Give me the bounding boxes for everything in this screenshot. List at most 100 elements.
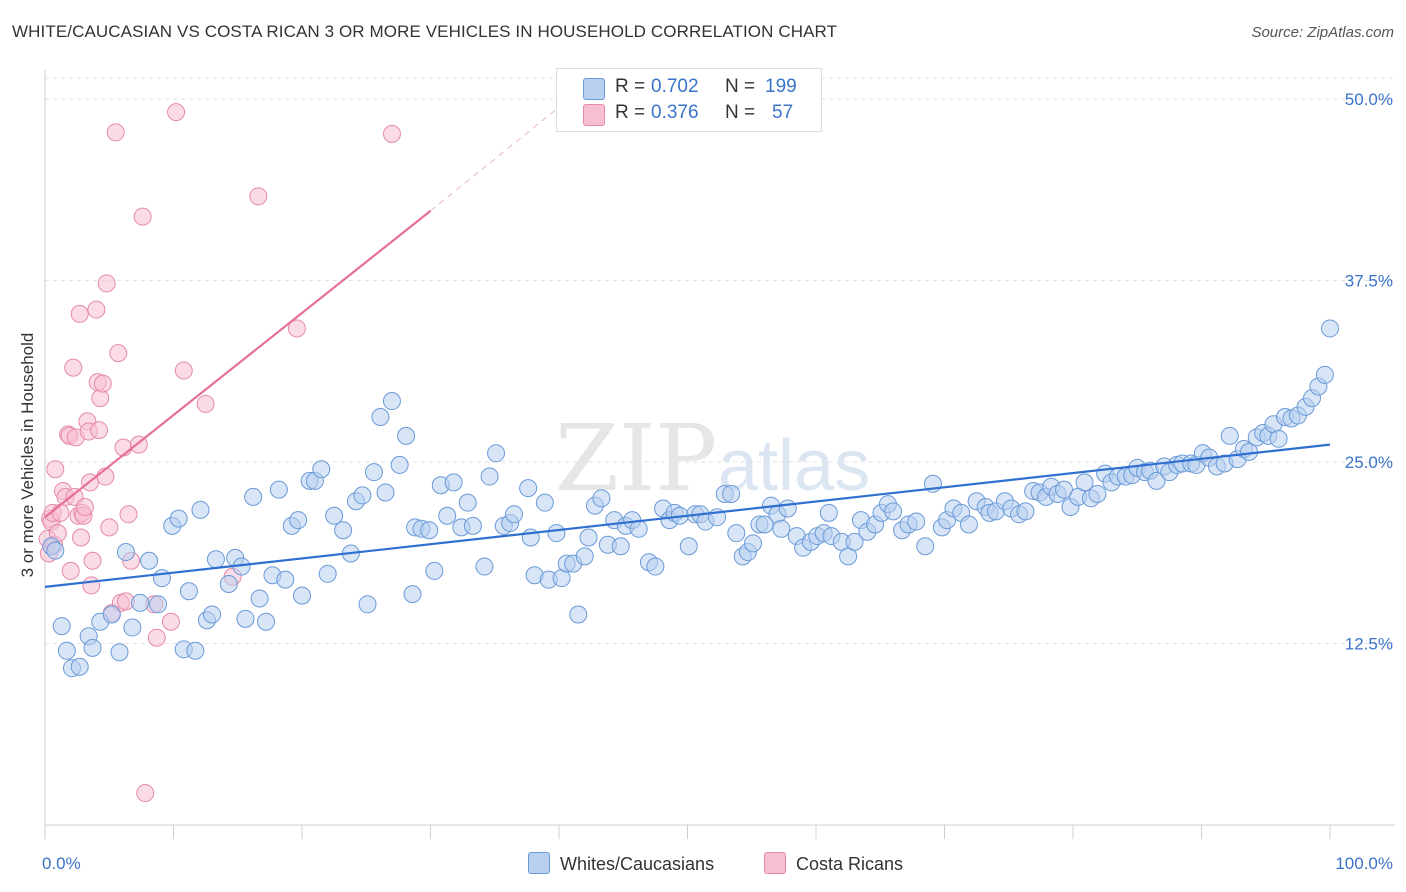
data-point-white bbox=[289, 511, 308, 530]
data-point-costa-rican bbox=[83, 551, 102, 570]
legend-swatch-costa-ricans bbox=[583, 104, 605, 126]
data-point-white bbox=[1147, 471, 1166, 490]
data-point-white bbox=[611, 537, 630, 556]
data-point-white bbox=[52, 617, 71, 636]
data-point-white bbox=[444, 473, 463, 492]
data-point-white bbox=[884, 502, 903, 521]
data-point-white bbox=[519, 479, 538, 498]
data-point-white bbox=[236, 609, 255, 628]
tick-labels: 12.5% 25.0% 37.5% 50.0% 0.0% 100.0% bbox=[42, 90, 1393, 873]
data-point-costa-rican bbox=[167, 103, 186, 122]
data-point-costa-rican bbox=[382, 124, 401, 143]
data-point-white bbox=[755, 515, 774, 534]
data-point-white bbox=[403, 585, 422, 604]
data-point-costa-rican bbox=[196, 394, 215, 413]
data-point-costa-rican bbox=[100, 518, 119, 537]
y-tick-label: 12.5% bbox=[1345, 635, 1393, 654]
data-point-costa-rican bbox=[174, 361, 193, 380]
legend-swatch-whites bbox=[583, 78, 605, 100]
data-point-white bbox=[772, 519, 791, 538]
legend-r-value: 0.702 bbox=[651, 76, 699, 97]
data-point-white bbox=[364, 463, 383, 482]
data-point-white bbox=[169, 509, 188, 528]
data-point-white bbox=[83, 638, 102, 657]
data-point-white bbox=[244, 487, 263, 506]
axes bbox=[44, 70, 1395, 839]
legend-n-label: N = bbox=[725, 76, 756, 97]
data-point-white bbox=[191, 500, 210, 519]
legend-box: R = 0.702 N = 199 R = 0.376 N = 57 bbox=[556, 68, 822, 132]
data-point-costa-rican bbox=[109, 344, 128, 363]
trend-line-costa-ricans bbox=[44, 209, 432, 519]
data-point-white bbox=[186, 641, 205, 660]
watermark-zip: ZIP bbox=[555, 405, 717, 512]
data-point-white bbox=[123, 618, 142, 637]
y-tick-label: 25.0% bbox=[1345, 453, 1393, 472]
data-point-costa-rican bbox=[161, 612, 180, 631]
data-point-white bbox=[458, 493, 477, 512]
bottom-legend: Whites/Caucasians Costa Ricans bbox=[0, 852, 1406, 876]
data-point-white bbox=[420, 521, 439, 540]
data-point-white bbox=[334, 521, 353, 540]
data-point-costa-rican bbox=[61, 561, 80, 580]
data-point-costa-rican bbox=[71, 528, 90, 547]
bottom-legend-costa-ricans: Costa Ricans bbox=[764, 852, 903, 875]
data-point-white bbox=[325, 506, 344, 525]
legend-n-label: N = bbox=[725, 102, 756, 123]
data-point-white bbox=[505, 505, 524, 524]
data-point-white bbox=[397, 426, 416, 445]
data-point-white bbox=[1075, 473, 1094, 492]
grid-lines bbox=[45, 77, 1395, 645]
bottom-legend-label-whites: Whites/Caucasians bbox=[560, 854, 715, 874]
data-point-white bbox=[480, 467, 499, 486]
data-point-white bbox=[276, 570, 295, 589]
data-point-costa-rican bbox=[46, 460, 65, 479]
data-point-white bbox=[1088, 484, 1107, 503]
data-point-white bbox=[727, 524, 746, 543]
data-point-white bbox=[57, 641, 76, 660]
data-point-white bbox=[1315, 365, 1334, 384]
data-point-costa-rican bbox=[82, 576, 101, 595]
data-point-white bbox=[116, 543, 135, 562]
data-point-white bbox=[353, 486, 372, 505]
data-point-white bbox=[722, 484, 741, 503]
data-point-white bbox=[203, 605, 222, 624]
data-point-white bbox=[438, 506, 457, 525]
x-tick-label: 0.0% bbox=[42, 854, 81, 873]
data-point-white bbox=[312, 460, 331, 479]
data-point-white bbox=[257, 612, 276, 631]
bottom-legend-whites: Whites/Caucasians bbox=[528, 852, 714, 875]
data-point-white bbox=[425, 561, 444, 580]
trend-lines bbox=[44, 101, 1331, 588]
data-point-white bbox=[475, 557, 494, 576]
y-tick-label: 37.5% bbox=[1345, 272, 1393, 291]
data-point-white bbox=[46, 541, 65, 560]
data-point-costa-rican bbox=[51, 503, 70, 522]
data-point-white bbox=[179, 582, 198, 601]
y-tick-label: 50.0% bbox=[1345, 90, 1393, 109]
source-credit: Source: ZipAtlas.com bbox=[1251, 24, 1394, 41]
data-point-costa-rican bbox=[133, 207, 152, 226]
data-point-white bbox=[318, 564, 337, 583]
series-costa-ricans bbox=[38, 103, 401, 803]
data-point-white bbox=[358, 595, 377, 614]
legend-n-value: 199 bbox=[765, 76, 797, 97]
data-point-white bbox=[149, 595, 168, 614]
data-point-white bbox=[579, 528, 598, 547]
data-point-white bbox=[907, 512, 926, 531]
data-point-white bbox=[575, 547, 594, 566]
data-point-white bbox=[819, 503, 838, 522]
data-point-white bbox=[1220, 426, 1239, 445]
data-point-white bbox=[110, 643, 129, 662]
data-point-white bbox=[744, 534, 763, 553]
trend-line-whites bbox=[44, 443, 1331, 588]
data-point-costa-rican bbox=[106, 123, 125, 142]
legend-n-value: 57 bbox=[772, 102, 794, 123]
data-point-costa-rican bbox=[75, 498, 94, 517]
data-point-white bbox=[1016, 502, 1035, 521]
trend-line-costa-ricans-extension bbox=[430, 101, 566, 212]
data-point-white bbox=[646, 557, 665, 576]
data-point-white bbox=[463, 516, 482, 535]
data-point-white bbox=[293, 586, 311, 605]
